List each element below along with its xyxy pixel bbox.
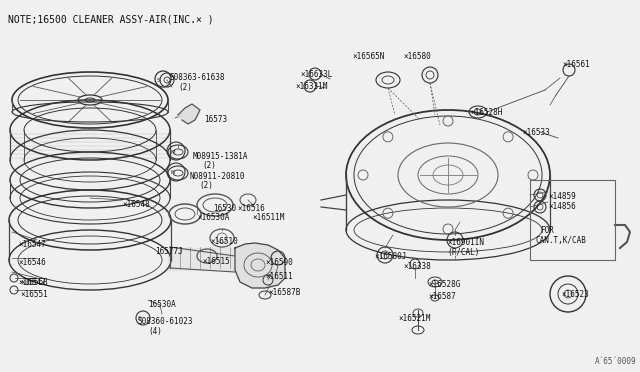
- Text: ×16510: ×16510: [210, 237, 237, 246]
- Text: (4): (4): [148, 327, 162, 336]
- Text: ×16633L: ×16633L: [300, 70, 332, 79]
- Text: (2): (2): [199, 181, 213, 190]
- Text: ×16546: ×16546: [18, 258, 45, 267]
- Text: ×16568: ×16568: [20, 278, 48, 287]
- Text: ×16516: ×16516: [237, 204, 265, 213]
- Text: A´65´0009: A´65´0009: [595, 357, 636, 366]
- Text: ×16528G: ×16528G: [428, 280, 460, 289]
- Text: (2): (2): [202, 161, 216, 170]
- Text: ×14859: ×14859: [548, 192, 576, 201]
- Text: ×16547: ×16547: [18, 278, 45, 287]
- Text: NOTE;16500 CLEANER ASSY-AIR(INC.× ): NOTE;16500 CLEANER ASSY-AIR(INC.× ): [8, 14, 214, 24]
- Text: S08360-61023: S08360-61023: [138, 317, 193, 326]
- Text: ×16587: ×16587: [428, 292, 456, 301]
- Text: ×16530A: ×16530A: [197, 213, 229, 222]
- Text: 16530: 16530: [213, 204, 236, 213]
- Text: ×16580J: ×16580J: [374, 252, 406, 261]
- Text: ×16511: ×16511: [265, 272, 292, 281]
- Text: 16530A: 16530A: [148, 300, 176, 309]
- Text: ×14856: ×14856: [548, 202, 576, 211]
- Text: ×16901IN: ×16901IN: [447, 238, 484, 247]
- Polygon shape: [178, 104, 200, 124]
- Text: ×16523: ×16523: [561, 290, 589, 299]
- Polygon shape: [235, 243, 285, 288]
- Text: M08915-1381A: M08915-1381A: [193, 152, 248, 161]
- Text: (F/CAL): (F/CAL): [447, 248, 479, 257]
- Text: ×16587B: ×16587B: [268, 288, 300, 297]
- Text: N08911-20810: N08911-20810: [190, 172, 246, 181]
- Text: 16577J: 16577J: [155, 247, 183, 256]
- Text: ×16528H: ×16528H: [470, 108, 502, 117]
- Text: ×16551: ×16551: [20, 290, 48, 299]
- Text: ×16511M: ×16511M: [252, 213, 284, 222]
- Text: S: S: [157, 77, 161, 83]
- Text: ×16580: ×16580: [403, 52, 431, 61]
- Text: CAN.T,K/CAB: CAN.T,K/CAB: [536, 236, 587, 245]
- Text: ×16548: ×16548: [122, 200, 150, 209]
- Text: ×16533: ×16533: [522, 128, 550, 137]
- Text: (2): (2): [178, 83, 192, 92]
- Text: N: N: [171, 170, 175, 176]
- Text: S: S: [138, 316, 142, 321]
- Text: ×16338: ×16338: [403, 262, 431, 271]
- Text: ×16331M: ×16331M: [295, 82, 328, 91]
- Text: ×16515: ×16515: [202, 257, 230, 266]
- Text: M: M: [171, 150, 175, 154]
- Text: ×16561: ×16561: [562, 60, 589, 69]
- Text: 16573: 16573: [204, 115, 227, 124]
- Text: ×16565N: ×16565N: [352, 52, 385, 61]
- Text: ×16547: ×16547: [18, 240, 45, 249]
- Bar: [530, 180, 615, 260]
- Text: S08363-61638: S08363-61638: [170, 73, 225, 82]
- Text: FOR: FOR: [540, 226, 554, 235]
- Text: ×16521M: ×16521M: [398, 314, 430, 323]
- Text: ×16590: ×16590: [265, 258, 292, 267]
